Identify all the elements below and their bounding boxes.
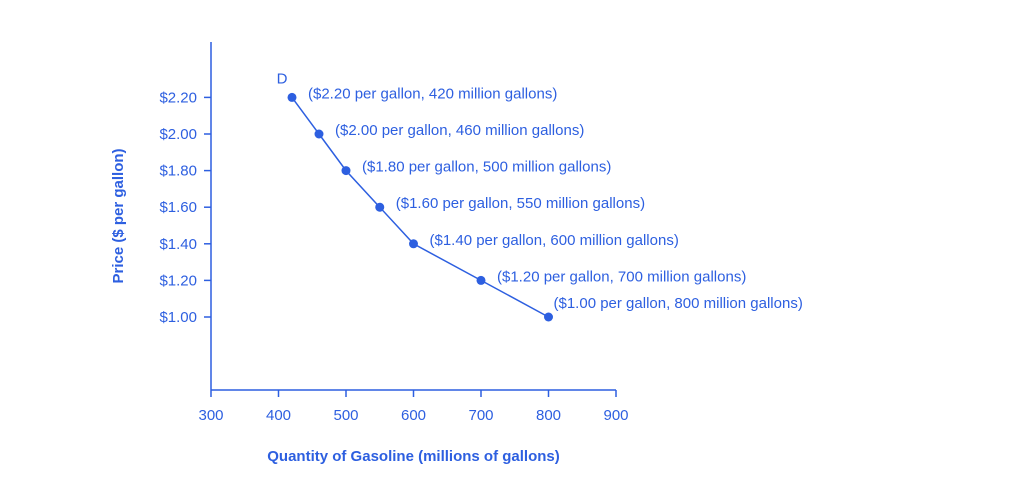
series-layer: D ($2.20 per gallon, 420 million gallons)… xyxy=(277,70,803,322)
y-axis-title: Price ($ per gallon) xyxy=(110,148,127,283)
data-point xyxy=(375,202,385,212)
x-tick-label: 800 xyxy=(536,407,561,424)
x-tick-label: 600 xyxy=(401,407,426,424)
data-point xyxy=(544,312,553,322)
data-point xyxy=(287,92,297,102)
data-point xyxy=(314,129,324,139)
y-tick-label: $1.00 xyxy=(159,309,197,326)
demand-curve-name: D xyxy=(277,70,288,87)
data-point xyxy=(476,275,486,285)
x-tick-label: 400 xyxy=(266,407,291,424)
x-tick-label: 500 xyxy=(333,407,358,424)
data-point-label: ($1.80 per gallon, 500 million gallons) xyxy=(362,159,611,176)
data-point xyxy=(409,239,418,249)
data-point-label: ($1.00 per gallon, 800 million gallons) xyxy=(554,295,803,312)
x-tick-label: 900 xyxy=(603,407,628,424)
data-point xyxy=(341,166,351,176)
y-tick-label: $1.60 xyxy=(159,199,197,216)
x-axis-title: Quantity of Gasoline (millions of gallon… xyxy=(267,448,560,465)
data-point-label: ($2.00 per gallon, 460 million gallons) xyxy=(335,122,584,139)
y-tick-label: $1.80 xyxy=(159,163,197,180)
data-point-label: ($2.20 per gallon, 420 million gallons) xyxy=(308,85,557,102)
y-tick-label: $1.20 xyxy=(159,272,197,289)
x-tick-label: 300 xyxy=(198,407,223,424)
y-tick-label: $1.40 xyxy=(159,236,197,253)
y-tick-label: $2.00 xyxy=(159,126,197,143)
x-tick-label: 700 xyxy=(468,407,493,424)
y-tick-label: $2.20 xyxy=(159,89,197,106)
x-ticks: 300 400 500 600 700 800 900 xyxy=(198,390,629,424)
y-ticks: $1.00 $1.20 $1.40 $1.60 $1.80 $2.00 $2.20 xyxy=(159,89,211,326)
data-point-label: ($1.40 per gallon, 600 million gallons) xyxy=(430,232,679,249)
data-point-label: ($1.60 per gallon, 550 million gallons) xyxy=(396,195,645,212)
data-point-label: ($1.20 per gallon, 700 million gallons) xyxy=(497,268,746,285)
